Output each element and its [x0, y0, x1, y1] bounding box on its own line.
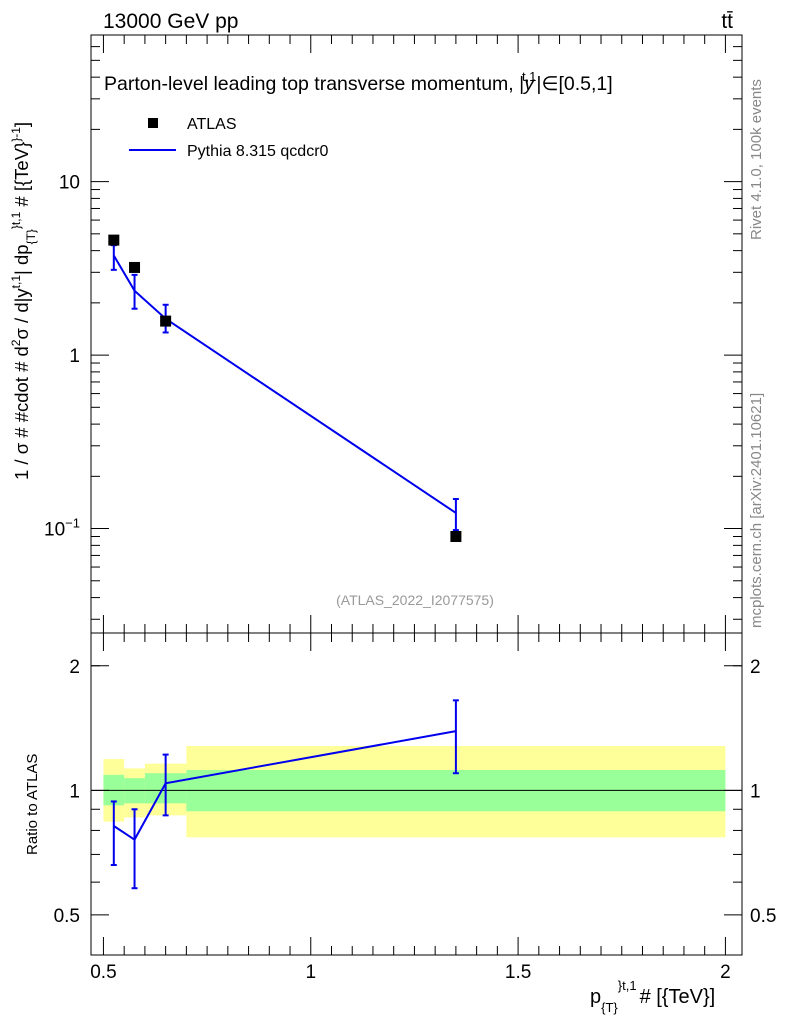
- y-tick-label: 10: [59, 173, 80, 194]
- ratio-y-tick-label-right: 2: [750, 657, 761, 678]
- atlas-data-point: [160, 315, 172, 327]
- x-tick-label: 1.5: [505, 962, 531, 983]
- ratio-panel: 2 2 1 1 0.5 0.5 0.5 1 1.5 2: [54, 632, 776, 983]
- legend-label-pythia: Pythia 8.315 qcdcr0: [187, 143, 329, 160]
- atlas-data-point: [450, 530, 462, 542]
- ratio-y-tick-label-left: 2: [69, 657, 80, 678]
- energy-label: 13000 GeV pp: [103, 10, 238, 33]
- main-panel: 10 1 10−1: [44, 34, 743, 634]
- lower-series: [110, 699, 459, 890]
- x-tick-label: 0.5: [90, 962, 116, 983]
- chart-title: Parton-level leading top transverse mome…: [104, 69, 613, 95]
- y-tick-label: 1: [69, 346, 80, 367]
- ratio-uncertainty-bands: [103, 745, 726, 838]
- rivet-label: Rivet 4.1.0, 100k events: [748, 79, 765, 240]
- x-tick-label: 1: [305, 962, 316, 983]
- ratio-y-tick-label-left: 0.5: [54, 906, 80, 927]
- legend: ATLAS Pythia 8.315 qcdcr0: [129, 116, 329, 160]
- x-axis-label: p{T}}t,1# [{TeV}]: [590, 978, 715, 1015]
- ratio-y-tick-label-right: 1: [750, 781, 761, 802]
- upper-axis-ticks: 10 1 10−1: [44, 34, 742, 633]
- legend-label-atlas: ATLAS: [187, 116, 237, 133]
- upper-series: [108, 234, 462, 542]
- ratio-line: [113, 730, 457, 842]
- atlas-data-point: [129, 261, 141, 273]
- source-label: mcplots.cern.ch [arXiv:2401.10621]: [748, 393, 765, 628]
- pythia-line: [112, 254, 457, 514]
- ratio-y-axis-label: Ratio to ATLAS: [24, 754, 41, 855]
- process-label: tt̄: [721, 10, 733, 33]
- ratio-panel-frame: [90, 632, 743, 956]
- ratio-y-tick-label-left: 1: [69, 781, 80, 802]
- ratio-y-tick-label-right: 0.5: [750, 906, 776, 927]
- atlas-data-point: [108, 234, 120, 246]
- lower-axis-ticks: 2 2 1 1 0.5 0.5 0.5 1 1.5 2: [54, 633, 776, 983]
- analysis-watermark: (ATLAS_2022_I2077575): [336, 592, 494, 608]
- y-tick-label: 10−1: [44, 516, 80, 541]
- legend-marker-atlas: [148, 118, 158, 128]
- upper-y-axis-label: 1 / σ # #cdot # d2σ / d|yt,1| dp{T}}t,1 …: [9, 122, 38, 480]
- x-tick-label: 2: [720, 962, 731, 983]
